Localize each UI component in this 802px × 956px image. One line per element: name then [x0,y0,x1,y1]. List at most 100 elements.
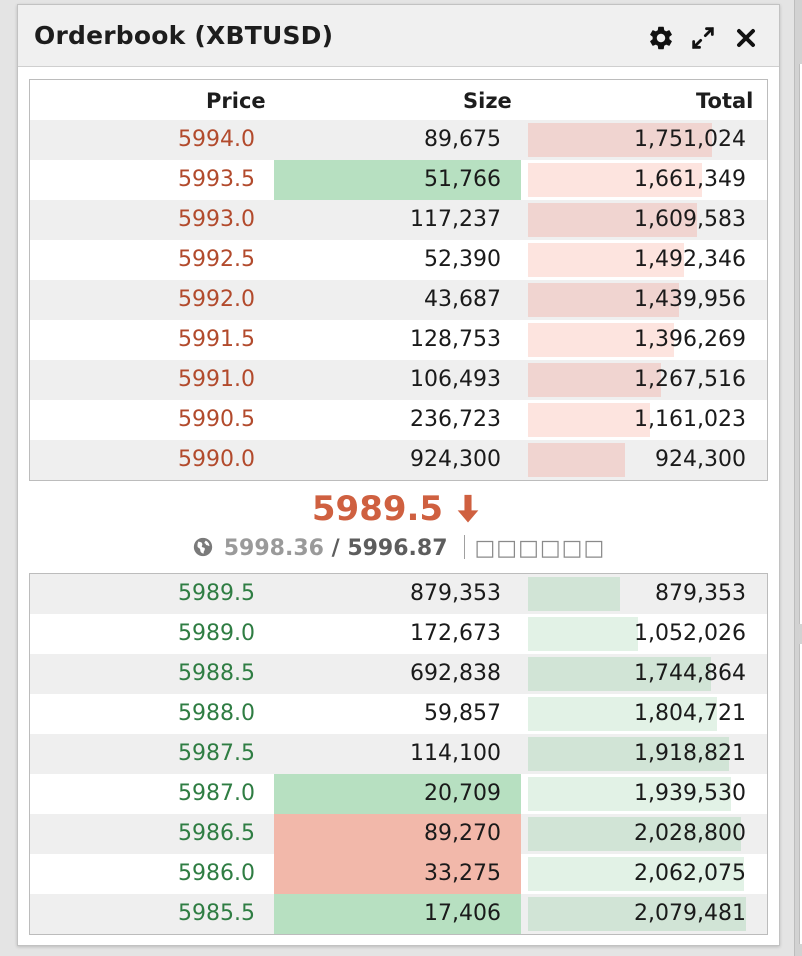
row-size[interactable]: 52,390 [424,247,501,272]
expand-icon[interactable] [689,24,717,52]
row-price[interactable]: 5986.0 [178,861,255,886]
table-row[interactable]: 5988.0 59,857 1,804,721 [30,694,767,734]
index-price: 5998.36 [223,536,324,561]
asks-table: Price Size Total 5994.0 89,675 1,751,024 59… [29,79,768,481]
row-size[interactable]: 128,753 [410,327,501,352]
row-price[interactable]: 5987.0 [178,781,255,806]
depth-bar [528,403,650,437]
table-row[interactable]: 5987.5 114,100 1,918,821 [30,734,767,774]
table-row[interactable]: 5989.0 172,673 1,052,026 [30,614,767,654]
row-total: 1,396,269 [634,327,746,352]
row-price[interactable]: 5989.0 [178,621,255,646]
table-row[interactable]: 5987.0 20,709 1,939,530 [30,774,767,814]
table-row[interactable]: 5993.5 51,766 1,661,349 [30,160,767,200]
table-row[interactable]: 5990.5 236,723 1,161,023 [30,400,767,440]
row-price[interactable]: 5992.5 [178,247,255,272]
row-size[interactable]: 106,493 [410,367,501,392]
panel-header[interactable]: Orderbook (XBTUSD) [18,5,779,67]
last-price-value: 5989.5 [311,489,444,529]
panel-title: Orderbook (XBTUSD) [34,21,334,50]
depth-bar [528,443,625,477]
row-price[interactable]: 5988.0 [178,701,255,726]
row-size[interactable]: 51,766 [424,167,501,192]
table-row[interactable]: 5986.0 33,275 2,062,075 [30,854,767,894]
row-size[interactable]: 33,275 [424,861,501,886]
column-header-row: Price Size Total [30,80,767,120]
row-price[interactable]: 5992.0 [178,287,255,312]
depth-bar [528,817,741,851]
depth-bar [528,363,661,397]
row-total: 1,492,346 [634,247,746,272]
row-price[interactable]: 5987.5 [178,741,255,766]
mark-price: 5996.87 [347,536,448,561]
row-total: 1,744,864 [634,661,746,686]
row-total: 1,804,721 [634,701,746,726]
row-size[interactable]: 692,838 [410,661,501,686]
row-size[interactable]: 236,723 [410,407,501,432]
depth-bar [528,577,620,611]
depth-bar [528,897,746,931]
row-size[interactable]: 59,857 [424,701,501,726]
row-total: 1,267,516 [634,367,746,392]
depth-bar [528,123,712,157]
row-price[interactable]: 5988.5 [178,661,255,686]
row-total: 1,661,349 [634,167,746,192]
row-size[interactable]: 20,709 [424,781,501,806]
row-size[interactable]: 879,353 [410,581,501,606]
depth-bar [528,777,731,811]
depth-bar [528,617,638,651]
row-price[interactable]: 5994.0 [178,127,255,152]
row-total: 1,161,023 [634,407,746,432]
row-price[interactable]: 5990.0 [178,447,255,472]
row-price[interactable]: 5991.5 [178,327,255,352]
row-price[interactable]: 5989.5 [178,581,255,606]
depth-bar [528,657,711,691]
row-size[interactable]: 172,673 [410,621,501,646]
table-row[interactable]: 5992.0 43,687 1,439,956 [30,280,767,320]
depth-bar [528,243,684,277]
row-price[interactable]: 5986.5 [178,821,255,846]
right-panel-tab [799,644,802,944]
row-total: 924,300 [655,447,746,472]
depth-bar [528,323,674,357]
row-total: 1,939,530 [634,781,746,806]
row-total: 1,609,583 [634,207,746,232]
row-size[interactable]: 89,270 [424,821,501,846]
row-price[interactable]: 5993.0 [178,207,255,232]
table-row[interactable]: 5986.5 89,270 2,028,800 [30,814,767,854]
table-row[interactable]: 5989.5 879,353 879,353 [30,574,767,614]
right-panel-tab [799,64,802,624]
row-size[interactable]: 117,237 [410,207,501,232]
table-row[interactable]: 5985.5 17,406 2,079,481 [30,894,767,934]
table-row[interactable]: 5990.0 924,300 924,300 [30,440,767,480]
bids-table: 5989.5 879,353 879,353 5989.0 172,673 1,052,0… [29,573,768,935]
row-size[interactable]: 114,100 [410,741,501,766]
column-header-size: Size [463,89,512,113]
close-icon[interactable] [732,24,760,52]
size-change-highlight [274,814,521,854]
column-header-price: Price [206,89,266,113]
arrow-down-icon [451,492,485,526]
row-price[interactable]: 5993.5 [178,167,255,192]
row-total: 1,918,821 [634,741,746,766]
table-row[interactable]: 5991.5 128,753 1,396,269 [30,320,767,360]
depth-bar [528,163,702,197]
gear-icon[interactable] [647,24,675,52]
row-size[interactable]: 924,300 [410,447,501,472]
row-price[interactable]: 5990.5 [178,407,255,432]
row-size[interactable]: 43,687 [424,287,501,312]
table-row[interactable]: 5988.5 692,838 1,744,864 [30,654,767,694]
row-size[interactable]: 89,675 [424,127,501,152]
table-row[interactable]: 5993.0 117,237 1,609,583 [30,200,767,240]
last-price: 5989.5 [18,489,779,535]
table-row[interactable]: 5991.0 106,493 1,267,516 [30,360,767,400]
row-size[interactable]: 17,406 [424,901,501,926]
table-row[interactable]: 5992.5 52,390 1,492,346 [30,240,767,280]
row-price[interactable]: 5991.0 [178,367,255,392]
globe-icon[interactable] [192,536,214,558]
row-total: 1,751,024 [634,127,746,152]
depth-bar [528,203,697,237]
depth-bar [528,737,729,771]
row-price[interactable]: 5985.5 [178,901,255,926]
table-row[interactable]: 5994.0 89,675 1,751,024 [30,120,767,160]
